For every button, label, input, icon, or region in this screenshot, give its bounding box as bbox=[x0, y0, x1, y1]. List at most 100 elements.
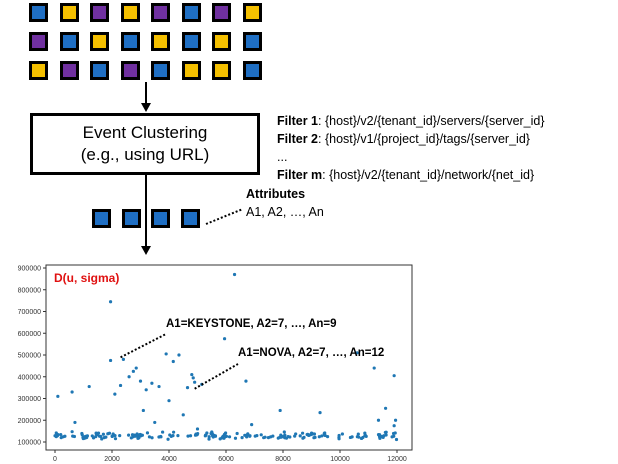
data-point bbox=[59, 436, 63, 440]
data-point-outlier bbox=[392, 374, 396, 378]
data-point bbox=[195, 433, 199, 437]
data-point-outlier bbox=[70, 390, 74, 394]
data-point-outlier bbox=[127, 375, 131, 379]
data-point bbox=[288, 435, 292, 439]
data-point-outlier bbox=[278, 408, 282, 413]
data-point bbox=[248, 434, 252, 438]
data-point-outlier bbox=[153, 420, 157, 425]
event-square-yellow bbox=[242, 3, 262, 22]
data-point bbox=[233, 436, 238, 440]
data-point-outlier bbox=[372, 366, 376, 370]
data-point bbox=[176, 434, 180, 438]
annotation-leader-nova bbox=[194, 363, 239, 390]
data-point bbox=[350, 435, 354, 439]
data-point bbox=[118, 434, 122, 438]
data-point bbox=[317, 435, 321, 439]
event-square-purple bbox=[212, 3, 231, 22]
data-point-outlier bbox=[181, 413, 185, 417]
data-point bbox=[301, 436, 305, 440]
data-point bbox=[255, 433, 259, 438]
y-tick-label: 800000 bbox=[18, 287, 41, 294]
event-square-blue bbox=[29, 3, 48, 22]
data-point bbox=[357, 435, 361, 439]
event-square-blue bbox=[90, 61, 109, 80]
event-square-yellow bbox=[212, 32, 231, 51]
data-point-outlier bbox=[118, 383, 123, 388]
scatter-chart: 1000002000003000004000005000006000007000… bbox=[18, 264, 413, 463]
data-point bbox=[271, 434, 275, 438]
event-square-yellow bbox=[29, 61, 48, 80]
data-point-outlier bbox=[185, 386, 190, 390]
event-clustering-box: Event Clustering (e.g., using URL) bbox=[30, 113, 260, 175]
y-tick-label: 900000 bbox=[18, 266, 41, 273]
data-point bbox=[276, 436, 280, 440]
data-point bbox=[85, 434, 90, 438]
event-square-yellow bbox=[212, 61, 231, 80]
y-tick-label: 700000 bbox=[18, 309, 41, 316]
event-square-blue bbox=[242, 61, 262, 80]
event-square-blue bbox=[181, 32, 201, 51]
data-point bbox=[361, 435, 365, 440]
data-point bbox=[145, 431, 150, 435]
data-point bbox=[159, 435, 163, 439]
filter-label: Filter 2 bbox=[277, 132, 318, 146]
event-square-yellow bbox=[90, 32, 109, 51]
data-point bbox=[394, 437, 399, 442]
data-point bbox=[294, 432, 298, 436]
arrowhead-to-chart bbox=[141, 246, 151, 255]
data-point bbox=[63, 434, 67, 438]
data-point-outlier bbox=[157, 384, 161, 389]
data-point bbox=[300, 431, 305, 435]
y-tick-label: 200000 bbox=[18, 418, 41, 425]
data-point bbox=[207, 435, 211, 439]
data-point bbox=[393, 431, 397, 435]
data-point bbox=[356, 432, 360, 436]
data-point bbox=[337, 435, 341, 440]
x-tick-label: 2000 bbox=[104, 456, 120, 463]
filter-line-1: Filter 1: {host}/v2/{tenant_id}/servers/… bbox=[277, 114, 545, 128]
plot-frame bbox=[45, 264, 413, 451]
event-square-yellow bbox=[181, 61, 201, 80]
data-point-outlier bbox=[193, 380, 197, 384]
data-point bbox=[224, 434, 229, 438]
filter-line-2: Filter 2: {host}/v1/{project_id}/tags/{s… bbox=[277, 132, 530, 146]
data-point bbox=[235, 431, 239, 436]
data-point bbox=[245, 433, 249, 437]
annotation-leader-keystone bbox=[120, 333, 167, 359]
data-point bbox=[166, 437, 170, 441]
data-point bbox=[104, 435, 108, 439]
data-point bbox=[384, 433, 388, 437]
event-square-blue bbox=[181, 3, 201, 22]
data-point bbox=[378, 433, 382, 437]
data-point-outlier bbox=[191, 376, 195, 380]
data-point bbox=[282, 430, 286, 434]
data-point bbox=[325, 435, 330, 439]
data-point-outlier bbox=[250, 423, 254, 427]
cluster-box-line1: Event Clustering bbox=[82, 123, 208, 142]
data-point bbox=[113, 437, 118, 441]
data-point-outlier bbox=[355, 351, 359, 355]
data-point bbox=[161, 430, 165, 434]
data-point bbox=[363, 431, 367, 435]
annotation-keystone: A1=KEYSTONE, A2=7, …, An=9 bbox=[166, 318, 337, 330]
data-point-outlier bbox=[144, 388, 148, 392]
data-point bbox=[378, 436, 382, 440]
data-point bbox=[218, 437, 222, 441]
x-tick-label: 6000 bbox=[218, 456, 234, 463]
event-square-purple bbox=[90, 3, 109, 22]
data-point bbox=[392, 434, 396, 438]
data-point bbox=[100, 437, 104, 441]
data-point-outlier bbox=[113, 392, 117, 396]
clustered-event-square bbox=[121, 209, 141, 228]
data-point bbox=[259, 433, 263, 437]
event-square-yellow bbox=[120, 3, 140, 22]
data-point bbox=[54, 435, 58, 439]
attributes-title: Attributes bbox=[246, 187, 306, 201]
data-point bbox=[107, 431, 112, 435]
data-point-outlier bbox=[232, 272, 237, 277]
filter-label: Filter m bbox=[277, 168, 323, 182]
arrow-to-clustering bbox=[145, 82, 147, 104]
data-point bbox=[298, 434, 302, 438]
data-point bbox=[130, 433, 135, 437]
